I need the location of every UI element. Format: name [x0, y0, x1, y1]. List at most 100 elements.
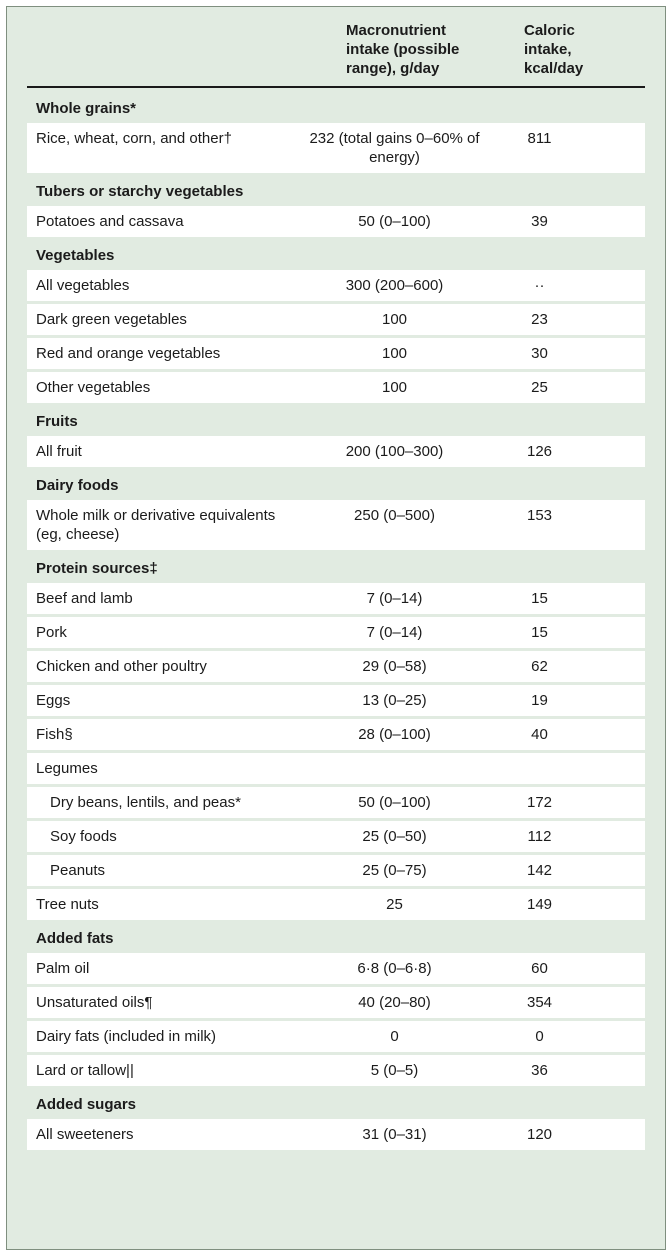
macronutrient-value: 28 (0–100) — [358, 726, 431, 743]
macronutrient-value: 13 (0–25) — [362, 692, 427, 709]
macronutrient-value: 7 (0–14) — [366, 590, 423, 607]
food-label: Dry beans, lentils, and peas* — [50, 794, 241, 811]
food-label: Peanuts — [50, 862, 106, 879]
food-label: Unsaturated oils¶ — [36, 994, 153, 1011]
food-label: Potatoes and cassava — [36, 213, 184, 230]
section-label: Whole grains* — [36, 100, 137, 117]
table-row: Dark green vegetables 100 23 — [27, 304, 645, 335]
caloric-value: 19 — [531, 692, 548, 709]
caloric-value: 153 — [526, 507, 553, 524]
table-row: Legumes — [27, 753, 645, 784]
caloric-value: 15 — [531, 590, 548, 607]
caloric-value: 25 — [531, 379, 548, 396]
food-label: All vegetables — [36, 277, 130, 294]
food-label: Dairy fats (included in milk) — [36, 1028, 217, 1045]
macronutrient-value: 232 (total gains 0–60% of energy) — [309, 130, 480, 166]
caloric-value: 40 — [531, 726, 548, 743]
food-label: Fish§ — [36, 726, 73, 743]
macronutrient-value: 200 (100–300) — [345, 443, 444, 460]
section-label: Added sugars — [36, 1096, 137, 1113]
table-header-row: Macronutrient intake (possible range), g… — [27, 21, 645, 78]
food-label: Other vegetables — [36, 379, 151, 396]
table-row: Rice, wheat, corn, and other† 232 (total… — [27, 123, 645, 173]
caloric-value: 23 — [531, 311, 548, 328]
food-label: Pork — [36, 624, 67, 641]
section-header-row: Added fats — [27, 923, 645, 953]
section-header-row: Dairy foods — [27, 470, 645, 500]
macronutrient-value: 0 — [390, 1028, 399, 1045]
macronutrient-value: 100 — [381, 379, 408, 396]
section-header-row: Tubers or starchy vegetables — [27, 176, 645, 206]
col-header-caloric-intake: Caloric intake, kcal/day — [524, 22, 584, 77]
caloric-value: ·· — [534, 277, 545, 294]
food-label: Soy foods — [50, 828, 117, 845]
food-label: Legumes — [36, 760, 98, 777]
section-header-row: Fruits — [27, 406, 645, 436]
table-row: All sweeteners 31 (0–31) 120 — [27, 1119, 645, 1150]
table-row: Tree nuts 25 149 — [27, 889, 645, 920]
table-row: Dairy fats (included in milk) 0 0 — [27, 1021, 645, 1052]
caloric-value: 126 — [526, 443, 553, 460]
table-row: Dry beans, lentils, and peas* 50 (0–100)… — [27, 787, 645, 818]
table-row: All fruit 200 (100–300) 126 — [27, 436, 645, 467]
caloric-value: 30 — [531, 345, 548, 362]
section-header-row: Added sugars — [27, 1089, 645, 1119]
food-label: Whole milk or derivative equivalents (eg… — [36, 507, 276, 543]
food-label: All sweeteners — [36, 1126, 134, 1143]
table-row: Unsaturated oils¶ 40 (20–80) 354 — [27, 987, 645, 1018]
section-label: Protein sources‡ — [36, 560, 158, 577]
macronutrient-value: 29 (0–58) — [362, 658, 427, 675]
caloric-value: 39 — [531, 213, 548, 230]
section-label: Vegetables — [36, 247, 115, 264]
food-label: Lard or tallow|| — [36, 1062, 134, 1079]
table-row: Whole milk or derivative equivalents (eg… — [27, 500, 645, 550]
food-label: Beef and lamb — [36, 590, 133, 607]
caloric-value: 811 — [527, 130, 552, 147]
caloric-value: 172 — [526, 794, 553, 811]
section-label: Dairy foods — [36, 477, 119, 494]
macronutrient-value: 31 (0–31) — [362, 1126, 427, 1143]
macronutrient-value: 100 — [381, 345, 408, 362]
table-row: Lard or tallow|| 5 (0–5) 36 — [27, 1055, 645, 1086]
table-row: Other vegetables 100 25 — [27, 372, 645, 403]
section-header-row: Vegetables — [27, 240, 645, 270]
macronutrient-value: 25 (0–50) — [362, 828, 427, 845]
table-row: Peanuts 25 (0–75) 142 — [27, 855, 645, 886]
section-header-row: Protein sources‡ — [27, 553, 645, 583]
caloric-value: 142 — [526, 862, 553, 879]
table-row: Chicken and other poultry 29 (0–58) 62 — [27, 651, 645, 682]
macronutrient-value: 7 (0–14) — [366, 624, 423, 641]
caloric-value: 149 — [526, 896, 553, 913]
macronutrient-value: 300 (200–600) — [345, 277, 444, 294]
macronutrient-value: 6·8 (0–6·8) — [357, 960, 432, 977]
macronutrient-value: 40 (20–80) — [358, 994, 431, 1011]
section-label: Added fats — [36, 930, 114, 947]
food-label: Palm oil — [36, 960, 90, 977]
macronutrient-value: 25 — [386, 896, 403, 913]
macronutrient-value: 100 — [381, 311, 408, 328]
food-label: All fruit — [36, 443, 82, 460]
table-row: Fish§ 28 (0–100) 40 — [27, 719, 645, 750]
table-row: Eggs 13 (0–25) 19 — [27, 685, 645, 716]
macronutrient-value: 25 (0–75) — [362, 862, 427, 879]
section-label: Fruits — [36, 413, 78, 430]
col-header-macronutrient-intake: Macronutrient intake (possible range), g… — [346, 22, 460, 77]
food-label: Dark green vegetables — [36, 311, 187, 328]
table-row: Potatoes and cassava 50 (0–100) 39 — [27, 206, 645, 237]
table-row: Palm oil 6·8 (0–6·8) 60 — [27, 953, 645, 984]
section-label: Tubers or starchy vegetables — [36, 183, 244, 200]
food-label: Red and orange vegetables — [36, 345, 221, 362]
header-rule — [27, 86, 645, 88]
food-label: Chicken and other poultry — [36, 658, 207, 675]
macronutrient-value: 250 (0–500) — [354, 507, 435, 524]
macronutrient-value: 50 (0–100) — [358, 794, 431, 811]
table-row: Pork 7 (0–14) 15 — [27, 617, 645, 648]
macronutrient-value: 5 (0–5) — [370, 1062, 419, 1079]
table-row: Soy foods 25 (0–50) 112 — [27, 821, 645, 852]
caloric-value: 354 — [526, 994, 553, 1011]
section-header-row: Whole grains* — [27, 93, 645, 123]
caloric-value: 60 — [531, 960, 548, 977]
caloric-value: 62 — [531, 658, 548, 675]
table-body: Whole grains* Rice, wheat, corn, and oth… — [27, 93, 645, 1150]
nutrition-table-card: Macronutrient intake (possible range), g… — [6, 6, 666, 1250]
